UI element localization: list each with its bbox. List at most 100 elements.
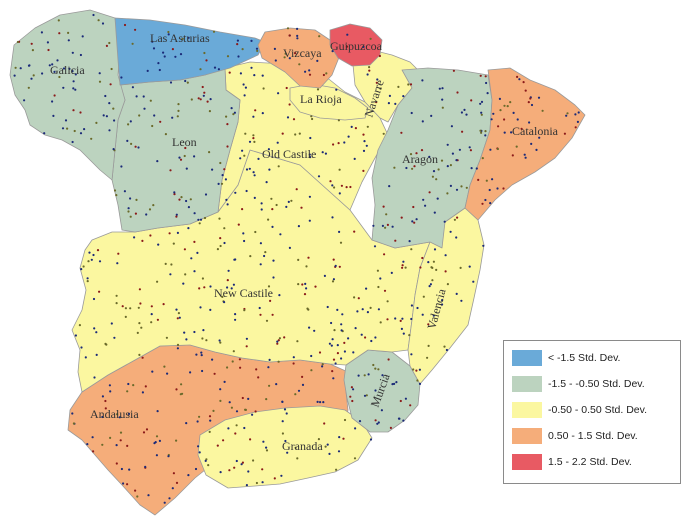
station-point — [137, 146, 140, 149]
station-point — [244, 86, 247, 89]
station-point — [92, 297, 96, 301]
station-point — [331, 50, 334, 53]
station-point — [338, 230, 341, 233]
station-point — [225, 115, 228, 118]
station-point — [27, 86, 30, 89]
station-point — [465, 113, 468, 116]
station-point — [354, 427, 357, 430]
station-point — [126, 483, 129, 486]
legend-swatch — [512, 428, 542, 444]
station-point — [157, 243, 160, 246]
station-point — [115, 294, 118, 297]
station-point — [187, 474, 190, 477]
station-point — [248, 167, 251, 170]
station-point — [134, 28, 137, 31]
station-point — [185, 167, 188, 170]
station-point — [383, 253, 386, 256]
station-point — [167, 30, 170, 34]
station-point — [212, 409, 215, 412]
station-point — [410, 353, 413, 356]
station-point — [388, 94, 391, 97]
station-point — [450, 125, 453, 128]
station-point — [402, 260, 405, 263]
station-point — [386, 223, 389, 226]
station-point — [128, 468, 131, 471]
station-point — [180, 383, 183, 386]
station-point — [470, 99, 473, 102]
station-point — [136, 331, 139, 334]
station-point — [331, 184, 334, 187]
station-point — [566, 112, 569, 115]
station-point — [173, 191, 176, 194]
station-point — [223, 168, 226, 171]
station-point — [230, 287, 233, 290]
station-point — [381, 374, 384, 377]
station-point — [352, 388, 355, 391]
station-point — [209, 285, 212, 288]
station-point — [322, 73, 325, 77]
station-point — [331, 338, 334, 341]
station-point — [247, 470, 250, 473]
station-point — [308, 153, 311, 156]
station-point — [199, 218, 203, 221]
station-point — [455, 159, 458, 162]
station-point — [225, 198, 228, 201]
station-point — [267, 366, 270, 369]
station-point — [253, 174, 256, 177]
station-point — [449, 230, 452, 233]
station-point — [79, 53, 82, 57]
station-point — [43, 132, 46, 135]
station-point — [101, 22, 105, 25]
station-point — [259, 263, 262, 266]
station-point — [179, 393, 182, 396]
station-point — [358, 420, 362, 423]
station-point — [288, 34, 291, 37]
station-point — [342, 437, 345, 440]
station-point — [479, 129, 482, 132]
station-point — [399, 399, 402, 403]
station-point — [368, 66, 371, 69]
station-point — [330, 344, 333, 347]
station-point — [127, 123, 130, 126]
station-point — [503, 118, 506, 121]
station-point — [527, 101, 530, 104]
station-point — [441, 98, 444, 101]
station-point — [172, 472, 175, 475]
station-point — [353, 157, 356, 160]
station-point — [469, 149, 472, 152]
station-point — [286, 451, 289, 454]
station-point — [249, 438, 252, 441]
station-point — [74, 88, 77, 91]
station-point — [57, 19, 60, 22]
station-point — [86, 280, 89, 283]
station-point — [441, 106, 444, 109]
station-point — [129, 120, 132, 123]
station-point — [14, 66, 17, 69]
station-point — [80, 268, 83, 271]
station-point — [123, 23, 127, 27]
station-point — [261, 468, 264, 471]
station-point — [150, 305, 153, 308]
station-point — [294, 52, 297, 55]
station-point — [193, 240, 196, 243]
station-point — [449, 164, 452, 167]
station-point — [171, 116, 174, 119]
station-point — [71, 412, 74, 415]
station-point — [126, 444, 129, 447]
station-point — [157, 62, 160, 65]
station-point — [179, 53, 183, 56]
station-point — [528, 121, 531, 124]
station-point — [207, 464, 210, 467]
station-point — [245, 189, 248, 193]
station-point — [338, 265, 341, 268]
station-point — [325, 72, 328, 75]
station-point — [329, 180, 332, 183]
station-point — [209, 419, 212, 422]
station-point — [360, 333, 363, 336]
station-point — [380, 409, 383, 412]
station-point — [131, 86, 134, 89]
station-point — [203, 216, 207, 220]
station-point — [307, 256, 310, 259]
station-point — [309, 156, 312, 159]
station-point — [278, 337, 281, 340]
